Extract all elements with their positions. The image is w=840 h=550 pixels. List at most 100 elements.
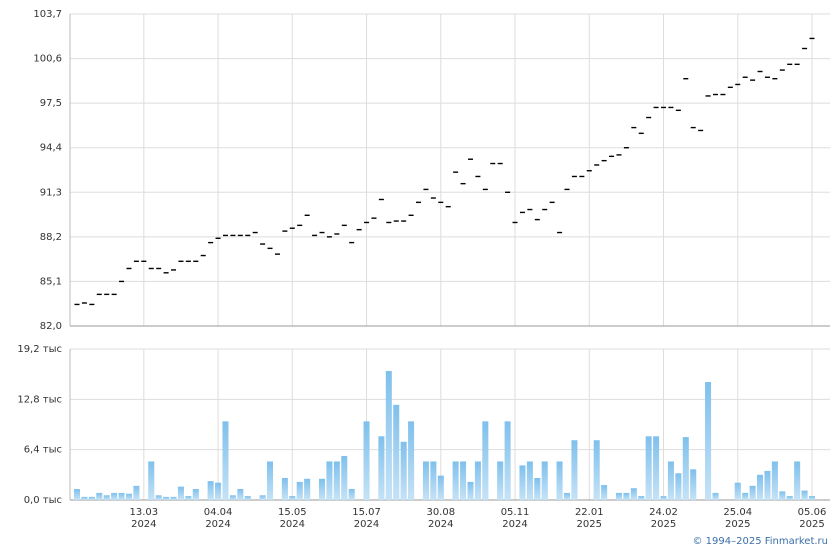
y-tick-label: 6,4 тыс bbox=[24, 445, 62, 456]
bar-shade bbox=[88, 496, 95, 500]
x-tick-label: 15.05 2024 bbox=[277, 507, 307, 530]
bar-shade bbox=[675, 473, 682, 500]
bar-shade bbox=[222, 421, 229, 500]
bar-shade bbox=[771, 461, 778, 500]
bar-shade bbox=[452, 461, 459, 500]
x-tick-label: 04.04 2024 bbox=[203, 507, 233, 530]
bar-shade bbox=[111, 492, 118, 500]
bar-shade bbox=[148, 461, 155, 500]
bar-shade bbox=[408, 421, 415, 500]
bar-shade bbox=[541, 461, 548, 500]
bar-shade bbox=[779, 491, 786, 500]
bar-shade bbox=[601, 485, 608, 500]
bar-shade bbox=[393, 404, 400, 500]
y-tick-label: 82,0 bbox=[40, 321, 62, 332]
bar-shade bbox=[757, 474, 764, 500]
bar-shade bbox=[667, 461, 674, 500]
bar-shade bbox=[185, 496, 192, 500]
bar-shade bbox=[103, 495, 110, 500]
bar-shade bbox=[712, 492, 719, 500]
bar-shade bbox=[326, 461, 333, 500]
bar-shade bbox=[289, 496, 296, 500]
bar-shade bbox=[422, 461, 429, 500]
bar-shade bbox=[125, 493, 132, 500]
bar-shade bbox=[474, 461, 481, 500]
bar-shade bbox=[682, 437, 689, 500]
bar-shade bbox=[170, 496, 177, 500]
bar-shade bbox=[742, 492, 749, 500]
x-tick-label: 30.08 2024 bbox=[426, 507, 456, 530]
bar-shade bbox=[534, 477, 541, 500]
bar-shade bbox=[460, 461, 467, 500]
bar-shade bbox=[348, 488, 355, 500]
y-tick-label: 85,1 bbox=[40, 276, 62, 287]
bar-shade bbox=[118, 492, 125, 500]
bar-shade bbox=[564, 492, 570, 500]
bar-shade bbox=[786, 496, 793, 500]
footer: © 1994–2025 Finmarket.ru bbox=[692, 536, 828, 547]
bar-shade bbox=[623, 492, 630, 500]
bar-shade bbox=[571, 440, 578, 500]
bar-shade bbox=[593, 440, 600, 500]
bar-shade bbox=[801, 490, 808, 500]
y-tick-label: 100,6 bbox=[33, 54, 62, 65]
bar-shade bbox=[163, 496, 170, 500]
bar-shade bbox=[660, 496, 667, 500]
bar-shade bbox=[482, 421, 489, 500]
bar-shade bbox=[333, 461, 340, 500]
bar-shade bbox=[526, 461, 533, 500]
bar-shade bbox=[133, 485, 140, 500]
bar-shade bbox=[705, 382, 712, 500]
bar-shade bbox=[237, 488, 244, 500]
bar-shade bbox=[556, 461, 563, 500]
x-tick-label: 13.03 2024 bbox=[129, 507, 159, 530]
bar-shade bbox=[630, 488, 637, 500]
x-tick-label: 05.11 2024 bbox=[500, 507, 530, 530]
bar-shade bbox=[437, 475, 444, 500]
bar-shade bbox=[207, 481, 214, 500]
bar-shade bbox=[504, 421, 511, 500]
bar-shade bbox=[74, 488, 80, 500]
bar-shade bbox=[519, 465, 526, 500]
bar-shade bbox=[244, 496, 251, 500]
bar-shade bbox=[281, 477, 288, 500]
y-tick-label: 91,3 bbox=[40, 187, 62, 198]
bar-shade bbox=[363, 421, 370, 500]
bar-shade bbox=[809, 496, 815, 500]
bar-shade bbox=[319, 478, 325, 500]
bar-shade bbox=[467, 481, 474, 500]
bar-shade bbox=[155, 495, 162, 500]
x-tick-label: 22.01 2025 bbox=[574, 507, 604, 530]
bar-shade bbox=[615, 492, 622, 500]
bar-shade bbox=[749, 485, 756, 500]
bar-shade bbox=[341, 455, 348, 500]
bar-shade bbox=[81, 496, 88, 500]
bar-shade bbox=[385, 371, 392, 500]
bar-shade bbox=[229, 495, 236, 500]
y-tick-label: 19,2 тыс bbox=[17, 344, 62, 355]
x-tick-label: 25.04 2025 bbox=[723, 507, 753, 530]
x-tick-label: 05.06 2025 bbox=[797, 507, 827, 530]
bar-shade bbox=[764, 470, 771, 500]
y-tick-label: 12,8 тыс bbox=[17, 394, 62, 405]
bar-shade bbox=[690, 469, 697, 500]
bar-shade bbox=[304, 478, 311, 500]
bar-shade bbox=[215, 482, 222, 500]
bar-shade bbox=[296, 481, 303, 500]
y-tick-label: 97,5 bbox=[40, 98, 62, 109]
bar-shade bbox=[192, 488, 199, 500]
bar-shade bbox=[430, 461, 437, 500]
y-tick-label: 0,0 тыс bbox=[24, 495, 62, 506]
bar-shade bbox=[734, 482, 741, 500]
bar-shade bbox=[177, 486, 184, 500]
bar-shade bbox=[378, 436, 385, 500]
bar-shade bbox=[638, 496, 645, 500]
x-tick-label: 24.02 2025 bbox=[649, 507, 678, 530]
bar-shade bbox=[267, 461, 274, 500]
bar-shade bbox=[645, 436, 652, 500]
y-tick-label: 88,2 bbox=[40, 232, 62, 243]
bar-shade bbox=[497, 461, 504, 500]
x-tick-label: 15.07 2024 bbox=[352, 507, 381, 530]
